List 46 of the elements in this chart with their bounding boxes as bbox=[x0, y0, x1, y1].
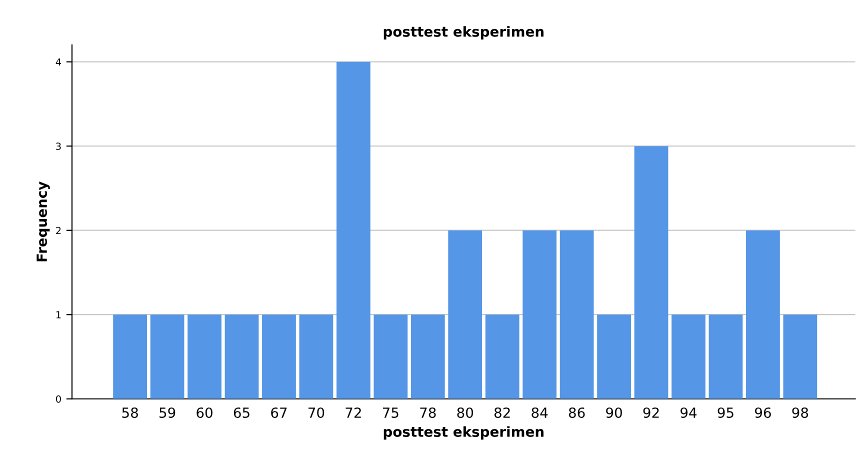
x-tick-label: 84 bbox=[532, 407, 548, 418]
bar bbox=[560, 230, 594, 399]
x-tick-label: 98 bbox=[792, 407, 808, 418]
x-tick-label: 72 bbox=[346, 407, 361, 418]
x-tick-label: 95 bbox=[718, 407, 734, 418]
x-tick-label: 92 bbox=[643, 407, 659, 418]
x-tick-label: 65 bbox=[234, 407, 250, 418]
bar bbox=[672, 314, 706, 399]
bar bbox=[113, 314, 148, 399]
bar bbox=[224, 314, 259, 399]
bar bbox=[746, 230, 780, 399]
x-tick-label: 96 bbox=[754, 407, 771, 418]
bar bbox=[485, 314, 520, 399]
bar bbox=[188, 314, 222, 399]
x-tick-label: 67 bbox=[271, 407, 287, 418]
x-tick-label: 82 bbox=[494, 407, 510, 418]
bar bbox=[448, 230, 482, 399]
bar bbox=[634, 146, 668, 399]
y-tick-label: 0 bbox=[56, 395, 61, 403]
bar bbox=[336, 62, 370, 399]
x-tick-label: 90 bbox=[606, 407, 622, 418]
x-tick-label: 60 bbox=[196, 407, 212, 418]
x-tick-label: 75 bbox=[382, 408, 398, 418]
x-tick-label: 80 bbox=[457, 407, 474, 418]
x-tick-label: 94 bbox=[680, 407, 697, 418]
bar bbox=[410, 314, 445, 399]
x-axis-title: posttest eksperimen bbox=[384, 426, 544, 440]
x-tick-label: 78 bbox=[420, 407, 436, 418]
chart-title: posttest eksperimen bbox=[384, 26, 544, 40]
x-tick-label: 58 bbox=[122, 407, 138, 418]
x-tick-label: 70 bbox=[308, 407, 324, 418]
y-tick-label: 3 bbox=[56, 142, 61, 150]
y-axis-title: Frequency bbox=[36, 182, 50, 262]
y-tick-label: 4 bbox=[56, 58, 62, 66]
bar bbox=[150, 314, 184, 399]
x-tick-label: 86 bbox=[568, 407, 585, 418]
bar bbox=[708, 314, 743, 399]
bar bbox=[374, 314, 408, 399]
x-tick-label: 59 bbox=[160, 407, 176, 418]
y-tick-label: 2 bbox=[56, 226, 61, 234]
bar bbox=[299, 314, 334, 399]
bar bbox=[522, 230, 557, 399]
bar bbox=[597, 314, 631, 399]
y-tick-label: 1 bbox=[56, 311, 61, 318]
bar bbox=[783, 314, 818, 399]
bar bbox=[262, 314, 296, 399]
